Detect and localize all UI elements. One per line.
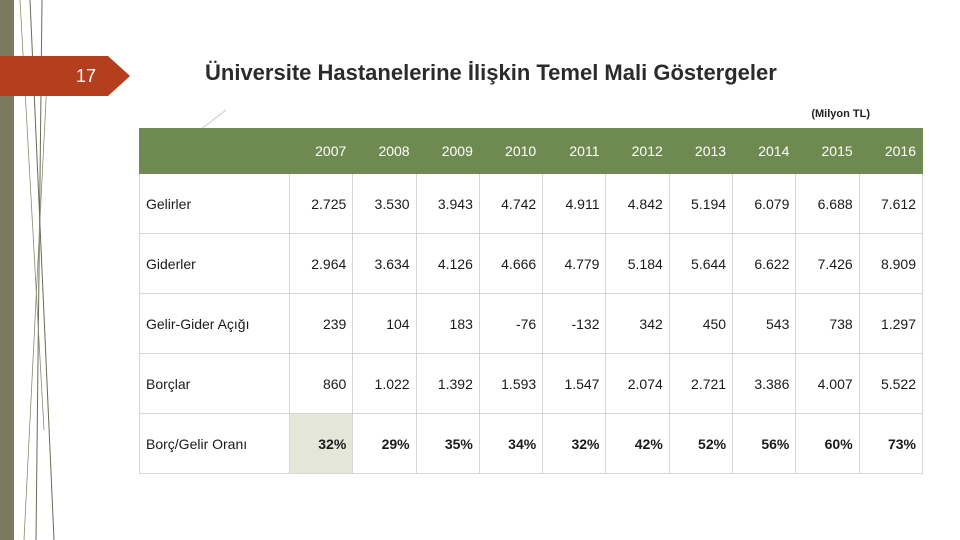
table-cell: 738 xyxy=(795,293,860,354)
header-cell: 2007 xyxy=(288,128,354,174)
table-cell: 73% xyxy=(858,413,924,474)
row-label: Giderler xyxy=(139,233,290,294)
table-cell: 543 xyxy=(732,293,797,354)
table-cell: 5.184 xyxy=(605,233,670,294)
table-cell: 3.634 xyxy=(352,233,417,294)
table-cell: 2.725 xyxy=(288,173,354,234)
table-cell: 34% xyxy=(478,413,544,474)
table-cell: 7.426 xyxy=(795,233,860,294)
left-accent-bar xyxy=(0,0,14,540)
table-row: Gelirler 2.725 3.530 3.943 4.742 4.911 4… xyxy=(139,173,924,234)
table-row: Gelir-Gider Açığı 239 104 183 -76 -132 3… xyxy=(139,293,924,354)
table-cell: 3.530 xyxy=(352,173,417,234)
table-cell: 56% xyxy=(732,413,797,474)
page-title: Üniversite Hastanelerine İlişkin Temel M… xyxy=(205,60,777,85)
header-cell: 2014 xyxy=(732,128,797,174)
table-cell: 7.612 xyxy=(858,173,924,234)
slide-number: 17 xyxy=(0,56,130,96)
table-cell: 342 xyxy=(605,293,670,354)
unit-label: (Milyon TL) xyxy=(811,108,870,120)
row-label: Gelirler xyxy=(139,173,290,234)
table-cell: 42% xyxy=(605,413,670,474)
table-row: Borçlar 860 1.022 1.392 1.593 1.547 2.07… xyxy=(139,353,924,414)
table-cell: 1.593 xyxy=(478,353,544,414)
table-cell: 1.297 xyxy=(858,293,924,354)
table-cell: 5.644 xyxy=(668,233,734,294)
table-cell: 5.194 xyxy=(668,173,734,234)
table-cell: 239 xyxy=(288,293,354,354)
header-cell: 2009 xyxy=(415,128,480,174)
header-cell: 2008 xyxy=(352,128,417,174)
table-row: Giderler 2.964 3.634 4.126 4.666 4.779 5… xyxy=(139,233,924,294)
table-cell: 6.622 xyxy=(732,233,797,294)
table-cell: 2.074 xyxy=(605,353,670,414)
header-cell xyxy=(139,128,290,174)
table-cell: 4.126 xyxy=(415,233,480,294)
table-cell: 2.721 xyxy=(668,353,734,414)
financial-indicators-table: 2007 2008 2009 2010 2011 2012 2013 2014 … xyxy=(139,128,924,474)
table-cell: 6.688 xyxy=(795,173,860,234)
table-cell: 1.392 xyxy=(415,353,480,414)
table-cell: 860 xyxy=(288,353,354,414)
table-header-row: 2007 2008 2009 2010 2011 2012 2013 2014 … xyxy=(139,128,924,174)
table-cell: -132 xyxy=(542,293,607,354)
table-cell: 2.964 xyxy=(288,233,354,294)
table-cell: 5.522 xyxy=(858,353,924,414)
table-cell: 4.779 xyxy=(542,233,607,294)
table-cell: 8.909 xyxy=(858,233,924,294)
row-label: Borç/Gelir Oranı xyxy=(139,413,290,474)
table-cell: 35% xyxy=(415,413,480,474)
header-cell: 2015 xyxy=(795,128,860,174)
header-cell: 2013 xyxy=(668,128,734,174)
table-cell: 32% xyxy=(542,413,607,474)
header-cell: 2011 xyxy=(542,128,607,174)
table-cell: 450 xyxy=(668,293,734,354)
table-cell: 4.666 xyxy=(478,233,544,294)
table-cell: 32% xyxy=(288,413,354,474)
table-cell: -76 xyxy=(478,293,544,354)
table-cell: 29% xyxy=(352,413,417,474)
row-label: Gelir-Gider Açığı xyxy=(139,293,290,354)
header-cell: 2010 xyxy=(478,128,544,174)
table-cell: 4.742 xyxy=(478,173,544,234)
table-cell: 4.007 xyxy=(795,353,860,414)
table-cell: 4.842 xyxy=(605,173,670,234)
table-row: Borç/Gelir Oranı 32% 29% 35% 34% 32% 42%… xyxy=(139,413,924,474)
header-cell: 2016 xyxy=(858,128,924,174)
table-cell: 3.386 xyxy=(732,353,797,414)
table-cell: 1.022 xyxy=(352,353,417,414)
table-cell: 52% xyxy=(668,413,734,474)
header-cell: 2012 xyxy=(605,128,670,174)
table-cell: 60% xyxy=(795,413,860,474)
table-cell: 183 xyxy=(415,293,480,354)
table-cell: 1.547 xyxy=(542,353,607,414)
table-cell: 3.943 xyxy=(415,173,480,234)
table-cell: 4.911 xyxy=(542,173,607,234)
table-cell: 6.079 xyxy=(732,173,797,234)
table-cell: 104 xyxy=(352,293,417,354)
row-label: Borçlar xyxy=(139,353,290,414)
